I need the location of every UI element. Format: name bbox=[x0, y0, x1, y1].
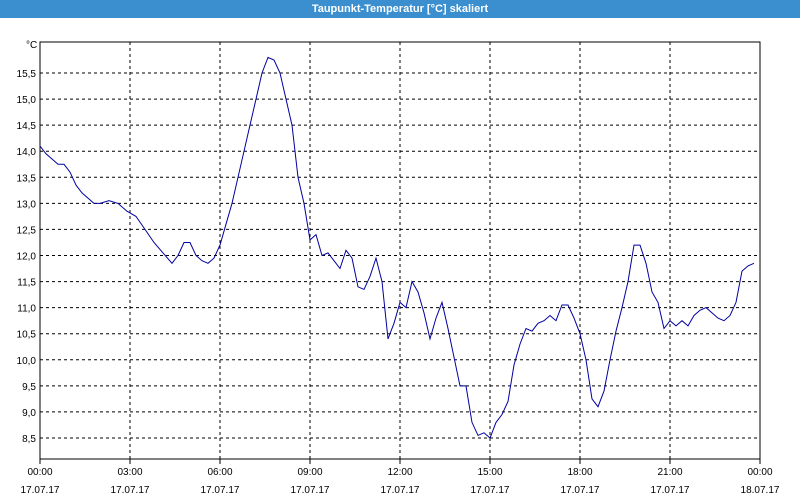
y-tick-labels: 15,5 15,0 14,5 14,0 13,5 13,0 12,5 12,0 11,5 11,0… bbox=[17, 69, 37, 445]
x-tick-time-label: 06:00 bbox=[207, 467, 232, 478]
x-tick-date-label: 17.07.17 bbox=[111, 485, 150, 496]
x-tick-time-label: 00:00 bbox=[27, 467, 52, 478]
x-tick-date-label: 17.07.17 bbox=[561, 485, 600, 496]
dewpoint-series-line bbox=[39, 56, 755, 439]
y-tick-label: 8,5 bbox=[22, 434, 36, 445]
y-tick-label: 11,0 bbox=[17, 304, 36, 315]
y-tick-label: 10,0 bbox=[17, 356, 37, 367]
x-tick-time-label: 00:00 bbox=[747, 467, 772, 478]
x-tick-date-label: 17.07.17 bbox=[21, 485, 60, 496]
x-tick-date-label: 17.07.17 bbox=[381, 485, 420, 496]
x-tick-time-label: 15:00 bbox=[477, 467, 502, 478]
x-tick-date-label: 17.07.17 bbox=[201, 485, 240, 496]
y-tick-label: 14,5 bbox=[17, 121, 37, 132]
y-axis-unit-label: °C bbox=[26, 40, 37, 51]
y-tick-label: 13,5 bbox=[17, 173, 37, 184]
y-tick-label: 14,0 bbox=[17, 147, 37, 158]
axes bbox=[39, 41, 761, 464]
y-tick-label: 13,0 bbox=[17, 199, 37, 210]
x-tick-time-label: 21:00 bbox=[657, 467, 682, 478]
y-tick-label: 9,5 bbox=[22, 382, 36, 393]
y-tick-label: 15,0 bbox=[17, 95, 37, 106]
y-tick-label: 12,5 bbox=[17, 225, 37, 236]
x-tick-labels: 00:00 17.07.17 03:00 17.07.17 06:00 17.07.17 0… bbox=[21, 467, 780, 496]
x-tick-date-label: 17.07.17 bbox=[651, 485, 690, 496]
grid bbox=[40, 42, 760, 459]
x-tick-date-label: 17.07.17 bbox=[291, 485, 330, 496]
window-title: Taupunkt-Temperatur [°C] skaliert bbox=[0, 0, 800, 18]
y-tick-label: 15,5 bbox=[17, 69, 37, 80]
y-tick-label: 11,5 bbox=[17, 278, 36, 289]
y-tick-label: 10,5 bbox=[17, 330, 37, 341]
x-tick-date-label: 17.07.17 bbox=[471, 485, 510, 496]
x-tick-time-label: 03:00 bbox=[117, 467, 142, 478]
x-tick-date-label: 18.07.17 bbox=[741, 485, 780, 496]
x-tick-time-label: 09:00 bbox=[297, 467, 322, 478]
x-tick-time-label: 12:00 bbox=[387, 467, 412, 478]
y-tick-label: 12,0 bbox=[17, 252, 37, 263]
y-tick-label: 9,0 bbox=[22, 408, 36, 419]
x-tick-time-label: 18:00 bbox=[567, 467, 592, 478]
chart-plot: °C 15,515,014,514,013,513,012,512,011,51… bbox=[17, 40, 780, 496]
plot-frame bbox=[39, 41, 761, 460]
